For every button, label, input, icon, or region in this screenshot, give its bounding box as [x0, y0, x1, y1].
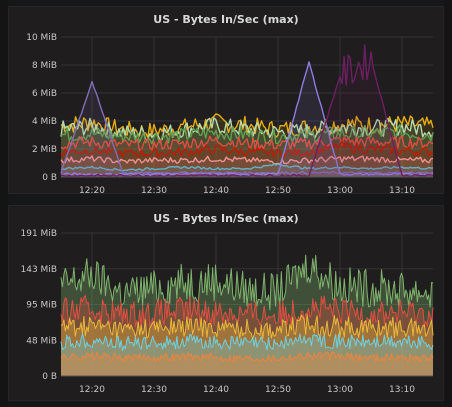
x-tick-label: 13:10 — [389, 385, 415, 395]
x-tick-label: 12:50 — [265, 186, 291, 195]
series-line — [60, 155, 434, 165]
series-line — [60, 295, 434, 329]
x-tick-label: 13:10 — [389, 186, 415, 195]
panel-title[interactable]: US - Bytes In/Sec (max) — [153, 212, 299, 225]
series-line — [60, 113, 434, 139]
y-tick-label: 10 MiB — [26, 33, 57, 43]
series-area — [61, 117, 433, 177]
series-line — [60, 314, 434, 340]
x-tick-label: 12:30 — [141, 385, 167, 395]
series-line — [60, 44, 433, 178]
series-line — [60, 254, 434, 311]
y-tick-label: 2 MiB — [32, 145, 57, 155]
x-tick-label: 12:20 — [79, 186, 105, 195]
graph-panel-bottom[interactable]: US - Bytes In/Sec (max) 0 B 48 MiB 95 MiB 1… — [8, 205, 444, 401]
y-tick-label: 8 MiB — [32, 61, 57, 71]
x-tick-label: 12:40 — [203, 186, 229, 195]
graph-panel-top[interactable]: US - Bytes In/Sec (max) 0 B 2 MiB 4 MiB 6 M… — [8, 6, 444, 195]
y-tick-label: 0 B — [42, 372, 57, 382]
series-line — [60, 333, 434, 352]
series-line — [60, 80, 434, 175]
x-tick-label: 12:40 — [203, 385, 229, 395]
series-area — [61, 314, 433, 376]
series-area — [61, 333, 433, 376]
series-line — [60, 351, 434, 363]
y-tick-label: 0 B — [42, 173, 57, 183]
y-tick-label: 48 MiB — [26, 336, 57, 346]
y-tick-label: 143 MiB — [21, 265, 57, 275]
panel-title[interactable]: US - Bytes In/Sec (max) — [153, 13, 299, 26]
series-line — [60, 117, 434, 141]
right-gutter — [444, 0, 452, 407]
series-line — [60, 61, 434, 176]
series-area — [61, 113, 433, 177]
chart-bottom: 0 B 48 MiB 95 MiB 143 MiB 191 MiB 12:20 12:30 1… — [21, 229, 434, 395]
chart-top: 0 B 2 MiB 4 MiB 6 MiB 8 MiB 10 MiB 12:20 12:30 1… — [26, 33, 434, 195]
x-tick-label: 12:20 — [79, 385, 105, 395]
series-area — [61, 295, 433, 376]
y-tick-label: 95 MiB — [26, 301, 57, 311]
x-tick-label: 13:00 — [327, 186, 353, 195]
y-tick-label: 191 MiB — [21, 229, 57, 239]
series-line — [60, 135, 434, 152]
x-tick-label: 13:00 — [327, 385, 353, 395]
series-line — [60, 140, 434, 158]
left-gutter — [0, 0, 8, 407]
x-tick-label: 12:50 — [265, 385, 291, 395]
y-tick-label: 6 MiB — [32, 89, 57, 99]
x-tick-label: 12:30 — [141, 186, 167, 195]
y-tick-label: 4 MiB — [32, 117, 57, 127]
series-area — [61, 81, 433, 177]
series-line — [60, 163, 434, 172]
